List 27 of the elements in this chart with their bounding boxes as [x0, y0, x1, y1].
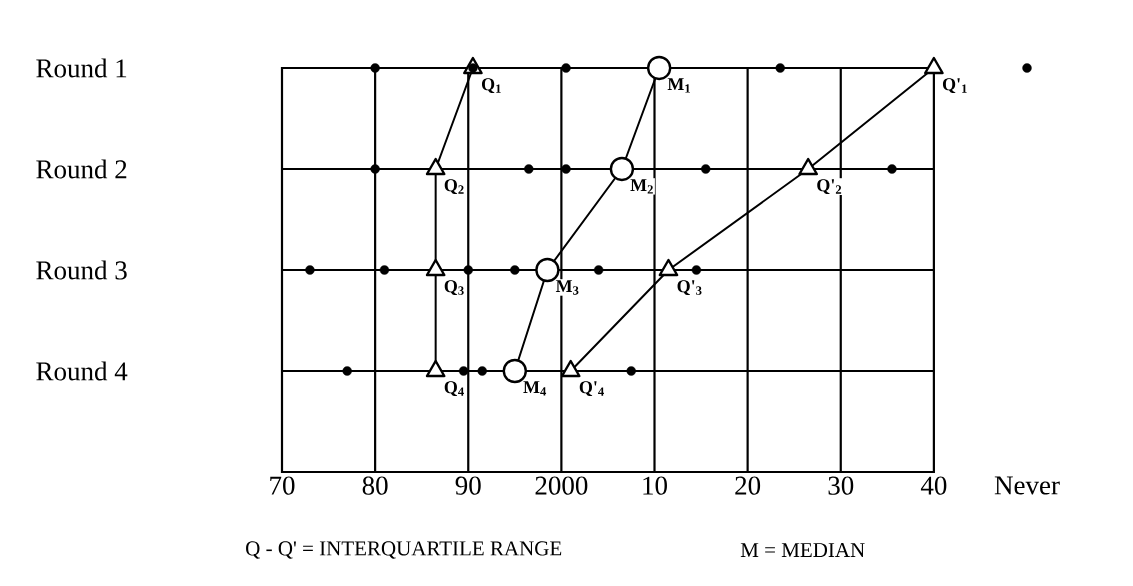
annotation: Q$_{4}$ — [444, 381, 464, 397]
y-tick-label: Round 3 — [36, 260, 127, 280]
text: Q - Q' = INTERQUARTILE RANGE — [246, 541, 562, 559]
x-tick-label: Never — [994, 476, 1060, 495]
annotation: M$_{1}$ — [667, 78, 690, 93]
annotation: Q'$_{3}$ — [677, 280, 702, 296]
annotation: Q$_{2}$ — [444, 179, 464, 195]
x-tick-label: 20 — [735, 476, 761, 495]
x-tick-label: 2000 — [535, 476, 588, 495]
text: M = MEDIAN — [740, 543, 865, 557]
annotation: M$_{2}$ — [630, 179, 653, 194]
x-tick-label: 30 — [828, 476, 854, 495]
x-tick-label: 80 — [362, 476, 388, 495]
y-tick-label: Round 2 — [36, 159, 127, 179]
x-tick-label: 90 — [455, 476, 481, 495]
x-tick-label: 40 — [920, 476, 947, 495]
annotation: M$_{4}$ — [523, 381, 547, 396]
annotation: Q'$_{2}$ — [817, 179, 842, 195]
annotation: Q$_{3}$ — [444, 280, 464, 296]
y-tick-label: Round 4 — [36, 361, 128, 381]
annotation: Q'$_{4}$ — [579, 381, 604, 397]
annotation: Q$_{1}$ — [481, 78, 501, 94]
annotation: M$_{3}$ — [555, 280, 579, 295]
x-tick-label: 10 — [643, 476, 667, 495]
x-tick-label: 70 — [270, 476, 295, 495]
annotation: Q'$_{1}$ — [942, 78, 967, 94]
y-tick-label: Round 1 — [36, 58, 127, 78]
